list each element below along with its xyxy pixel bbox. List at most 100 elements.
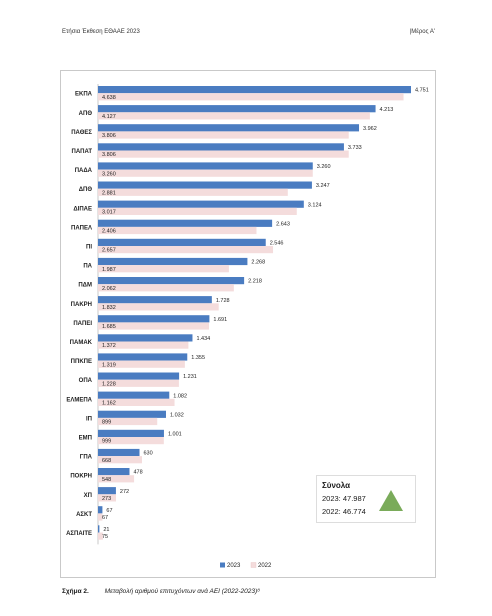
data-label-2022: 1.987 <box>102 267 116 273</box>
data-label-2023: 1.231 <box>183 374 197 380</box>
category-label: ΠΠΚΠΕ <box>71 359 92 365</box>
data-label-2022: 3.260 <box>102 171 116 177</box>
bar-2022 <box>98 284 234 292</box>
bar-2022 <box>98 456 143 464</box>
bar-2022 <box>98 246 274 254</box>
bar-2023 <box>98 143 344 151</box>
category-label: ΑΣΚΤ <box>76 512 92 518</box>
data-label-2023: 1.434 <box>196 336 210 342</box>
data-label-2022: 2.657 <box>102 248 116 254</box>
bar-2023 <box>98 181 312 189</box>
data-label-2023: 1.001 <box>168 432 182 438</box>
bar-2022 <box>98 379 179 387</box>
data-label-2022: 668 <box>102 458 111 464</box>
bar-2023 <box>98 296 212 304</box>
bar-2023 <box>98 277 245 285</box>
category-label: ΠΑΜΑΚ <box>70 340 93 346</box>
category-label: ΧΠ <box>84 493 92 499</box>
legend-swatch-2023 <box>220 562 225 568</box>
category-label: ΑΣΠΑΙΤΕ <box>66 531 92 537</box>
data-label-2022: 1.319 <box>102 362 116 368</box>
category-label: ΕΜΠ <box>79 436 92 442</box>
totals-2023: 2023: 47.987 <box>322 494 366 503</box>
data-label-2022: 2.881 <box>102 190 116 196</box>
category-label: ΠΑΠΑΤ <box>72 149 93 155</box>
bar-2023 <box>98 162 313 170</box>
category-label: ΠΙ <box>86 245 92 251</box>
bar-2023 <box>98 468 130 476</box>
data-label-2022: 4.638 <box>102 95 116 101</box>
data-label-2023: 67 <box>106 508 112 514</box>
bar-2022 <box>98 131 349 139</box>
data-label-2023: 21 <box>103 527 109 533</box>
category-label: ΔΙΠΑΕ <box>73 206 92 212</box>
bar-2022 <box>98 437 164 445</box>
bar-2022 <box>98 360 185 368</box>
data-label-2022: 3.806 <box>102 152 116 158</box>
chart-frame <box>60 70 436 578</box>
triangle-up-icon <box>379 490 403 511</box>
data-label-2023: 4.751 <box>415 88 429 94</box>
bar-2023 <box>98 334 193 342</box>
category-label: ΠΑΘΕΣ <box>71 130 92 136</box>
data-label-2022: 4.127 <box>102 114 116 120</box>
data-label-2022: 67 <box>102 515 108 521</box>
data-label-2023: 1.728 <box>216 298 230 304</box>
bar-2023 <box>98 105 376 113</box>
data-label-2022: 3.806 <box>102 133 116 139</box>
data-label-2023: 3.962 <box>363 126 377 132</box>
bar-2023 <box>98 391 170 399</box>
category-label: ΙΠ <box>86 416 92 422</box>
category-label: ΠΑΚΡΗ <box>71 302 92 308</box>
data-label-2022: 3.017 <box>102 210 116 216</box>
data-label-2022: 999 <box>102 439 111 445</box>
data-label-2022: 548 <box>102 477 111 483</box>
bar-2023 <box>98 353 188 361</box>
data-label-2023: 1.032 <box>170 412 184 418</box>
legend-swatch-2022 <box>250 562 257 568</box>
category-label: ΟΠΑ <box>79 378 93 384</box>
bar-2022 <box>98 169 313 177</box>
bar-2022 <box>98 494 116 502</box>
bar-2022 <box>98 417 158 426</box>
data-label-2023: 2.546 <box>270 241 284 247</box>
data-label-2022: 1.372 <box>102 343 116 349</box>
bar-2022 <box>98 207 297 215</box>
category-label: ΔΠΘ <box>79 187 93 193</box>
bar-2022 <box>98 112 370 120</box>
figure-caption-text: Μεταβολή αριθμού επιτυχόντων ανά ΑΕΙ (20… <box>104 588 260 595</box>
data-label-2022: 1.685 <box>102 324 116 330</box>
data-label-2023: 4.213 <box>380 107 394 113</box>
figure-caption: Σχήμα 2. Μεταβολή αριθμού επιτυχόντων αν… <box>62 588 260 595</box>
bar-2022 <box>98 398 175 406</box>
legend-label-2023: 2023 <box>227 563 241 569</box>
category-label: ΑΠΘ <box>79 111 93 117</box>
bar-2023 <box>98 487 116 495</box>
bar-2022 <box>98 513 103 521</box>
data-label-2023: 3.260 <box>317 164 331 170</box>
data-label-2022: 1.832 <box>102 305 116 311</box>
bar-2023 <box>98 124 360 132</box>
report-title: Ετήσια Έκθεση ΕΘΑΑΕ 2023 <box>62 29 140 35</box>
legend-label-2022: 2022 <box>258 563 272 569</box>
data-label-2023: 3.733 <box>348 145 362 151</box>
category-label: ΓΠΑ <box>80 455 93 461</box>
data-label-2023: 1.355 <box>191 355 205 361</box>
bar-2023 <box>98 315 210 323</box>
bar-2023 <box>98 506 103 514</box>
data-label-2023: 2.218 <box>248 279 262 285</box>
data-label-2023: 478 <box>133 470 142 476</box>
data-label-2022: 899 <box>102 420 111 426</box>
bar-2022 <box>98 532 103 540</box>
bar-2023 <box>98 372 180 380</box>
bar-2023 <box>98 257 248 266</box>
bar-2022 <box>98 475 135 483</box>
bar-2023 <box>98 410 166 418</box>
data-label-2023: 1.691 <box>213 317 227 323</box>
bar-2023 <box>98 525 100 533</box>
data-label-2023: 1.082 <box>173 393 187 399</box>
data-label-2022: 2.062 <box>102 286 116 292</box>
totals-title: Σύνολα <box>322 481 351 490</box>
data-label-2023: 3.247 <box>316 183 330 189</box>
data-label-2022: 1.162 <box>102 401 116 407</box>
